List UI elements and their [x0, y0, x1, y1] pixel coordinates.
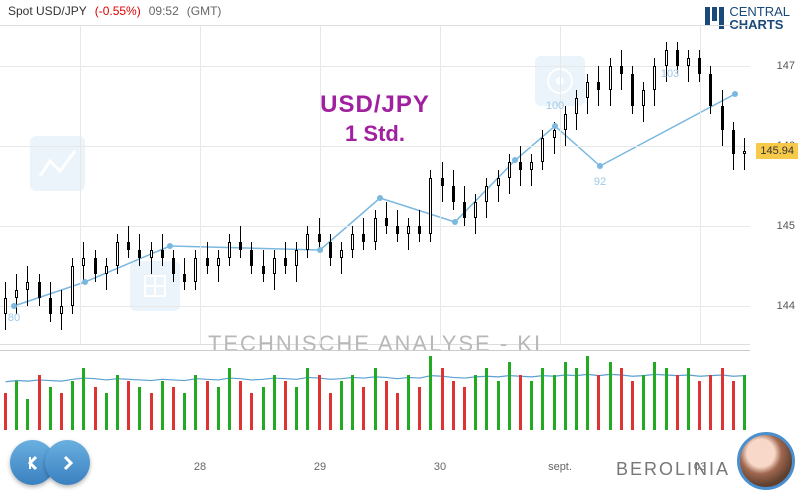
nav-next-button[interactable]: [45, 440, 90, 485]
volume-chart[interactable]: 1000027282930sept.03: [0, 350, 750, 455]
avatar-icon[interactable]: [737, 432, 795, 490]
overlay-value-label: 80: [8, 312, 20, 324]
footer-brand: BEROLINIA: [616, 459, 730, 480]
overlay-value-label: 92: [594, 176, 606, 188]
x-tick-label: 28: [194, 461, 206, 473]
y-tick-label: 145: [777, 220, 795, 232]
chart-pair-title: USD/JPY: [320, 91, 430, 119]
overlay-value-label: 100: [546, 100, 564, 112]
pct-change: (-0.55%): [95, 4, 141, 18]
nav-controls: [10, 440, 80, 485]
x-tick-label: 30: [434, 461, 446, 473]
current-price-tag: 145.94: [756, 143, 798, 159]
price-chart[interactable]: USD/JPY 1 Std. TECHNISCHE ANALYSE - KI 1…: [0, 25, 750, 345]
ticker-label: Spot USD/JPY: [8, 4, 87, 18]
chart-header: Spot USD/JPY (-0.55%) 09:52 (GMT): [0, 0, 800, 22]
watermark-chart-icon: [30, 136, 85, 191]
chart-timeframe-title: 1 Std.: [345, 121, 405, 147]
x-tick-label: sept.: [548, 461, 572, 473]
time-label: 09:52: [149, 4, 179, 18]
y-tick-label: 144: [777, 300, 795, 312]
overlay-value-label: 103: [661, 68, 679, 80]
x-tick-label: 29: [314, 461, 326, 473]
y-tick-label: 147: [777, 60, 795, 72]
tz-label: (GMT): [187, 4, 222, 18]
